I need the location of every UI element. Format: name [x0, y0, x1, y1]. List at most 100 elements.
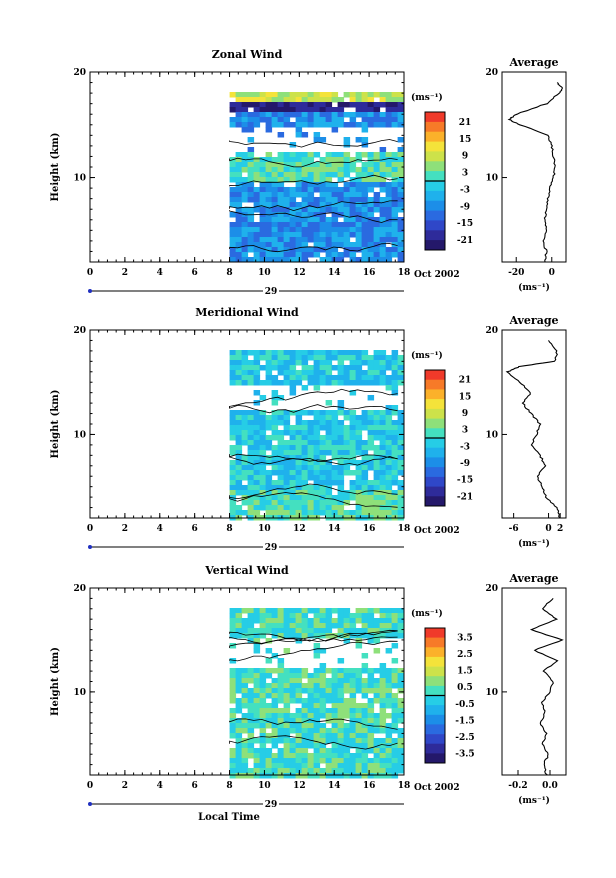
heatmap-cell: [373, 445, 381, 451]
heatmap-cell: [283, 618, 291, 624]
heatmap-cell: [301, 673, 309, 679]
heatmap-cell: [295, 738, 303, 744]
heatmap-cell: [391, 450, 399, 456]
heatmap-cell: [247, 768, 255, 774]
heatmap-cell: [391, 232, 399, 238]
heatmap-cell: [265, 713, 273, 719]
heatmap-cell: [331, 212, 339, 218]
heatmap-cell: [307, 743, 315, 749]
heatmap-cell: [271, 177, 279, 183]
heatmap-cell: [307, 182, 315, 188]
heatmap-cell: [349, 390, 357, 396]
heatmap-cell: [307, 718, 315, 724]
heatmap-cell: [355, 618, 363, 624]
heatmap-cell: [373, 738, 381, 744]
heatmap-cell: [349, 743, 357, 749]
heatmap-cell: [253, 703, 261, 709]
heatmap-cell: [337, 718, 345, 724]
heatmap-cell: [361, 217, 369, 223]
heatmap-cell: [235, 618, 243, 624]
heatmap-cell: [361, 608, 369, 614]
heatmap-cell: [343, 370, 351, 376]
heatmap-cell: [325, 355, 333, 361]
heatmap-cell: [265, 505, 273, 511]
heatmap-cell: [331, 723, 339, 729]
heatmap-cell: [355, 350, 363, 356]
heatmap-cell: [331, 623, 339, 629]
colorbar-segment: [425, 753, 445, 764]
heatmap-cell: [277, 107, 285, 113]
heatmap-cell: [307, 167, 315, 173]
heatmap-cell: [271, 435, 279, 441]
heatmap-cell: [331, 152, 339, 158]
heatmap-cell: [385, 703, 393, 709]
heatmap-cell: [241, 723, 249, 729]
heatmap-cell: [289, 470, 297, 476]
y-tick-label: 10: [73, 688, 86, 698]
heatmap-cell: [367, 207, 375, 213]
heatmap-cell: [241, 773, 249, 779]
heatmap-cell: [325, 633, 333, 639]
heatmap-cell: [247, 445, 255, 451]
heatmap-cell: [247, 370, 255, 376]
heatmap-cell: [361, 678, 369, 684]
heatmap-cell: [301, 623, 309, 629]
heatmap-cell: [361, 688, 369, 694]
heatmap-cell: [271, 360, 279, 366]
heatmap-cell: [247, 708, 255, 714]
heatmap-cell: [313, 237, 321, 243]
heatmap-cell: [355, 182, 363, 188]
heatmap-cell: [271, 505, 279, 511]
heatmap-cell: [385, 365, 393, 371]
heatmap-cell: [391, 420, 399, 426]
heatmap-cell: [235, 92, 243, 98]
heatmap-cell: [265, 182, 273, 188]
heatmap-cell: [271, 212, 279, 218]
heatmap-cell: [247, 748, 255, 754]
heatmap-cell: [349, 613, 357, 619]
heatmap-cell: [355, 92, 363, 98]
heatmap-cell: [397, 192, 405, 198]
heatmap-cell: [331, 668, 339, 674]
heatmap-cell: [271, 445, 279, 451]
heatmap-cell: [265, 445, 273, 451]
heatmap-cell: [313, 688, 321, 694]
heatmap-cell: [373, 177, 381, 183]
heatmap-cell: [277, 773, 285, 779]
heatmap-cell: [379, 375, 387, 381]
heatmap-cell: [235, 633, 243, 639]
heatmap-cell: [271, 355, 279, 361]
heatmap-cell: [271, 628, 279, 634]
heatmap-cell: [289, 505, 297, 511]
heatmap-cell: [301, 628, 309, 634]
heatmap-cell: [379, 187, 387, 193]
heatmap-cell: [319, 122, 327, 128]
heatmap-cell: [253, 197, 261, 203]
heatmap-cell: [301, 763, 309, 769]
heatmap-cell: [265, 370, 273, 376]
heatmap-cell: [271, 470, 279, 476]
heatmap-cell: [367, 242, 375, 248]
heatmap-cell: [241, 242, 249, 248]
heatmap-cell: [235, 683, 243, 689]
heatmap-cell: [319, 222, 327, 228]
heatmap-cell: [325, 698, 333, 704]
heatmap-cell: [235, 628, 243, 634]
heatmap-cell: [229, 683, 237, 689]
heatmap-cell: [295, 460, 303, 466]
heatmap-cell: [343, 728, 351, 734]
heatmap-cell: [271, 613, 279, 619]
heatmap-cell: [265, 703, 273, 709]
heatmap-cell: [355, 768, 363, 774]
heatmap-cell: [229, 435, 237, 441]
heatmap-cell: [307, 192, 315, 198]
heatmap-cell: [355, 758, 363, 764]
colorbar-tick-label: -9: [460, 202, 470, 212]
heatmap-cell: [343, 122, 351, 128]
heatmap-cell: [229, 490, 237, 496]
heatmap-cell: [283, 232, 291, 238]
heatmap-cell: [337, 733, 345, 739]
heatmap-cell: [277, 495, 285, 501]
heatmap-cell: [343, 162, 351, 168]
colorbar-segment: [425, 656, 445, 667]
